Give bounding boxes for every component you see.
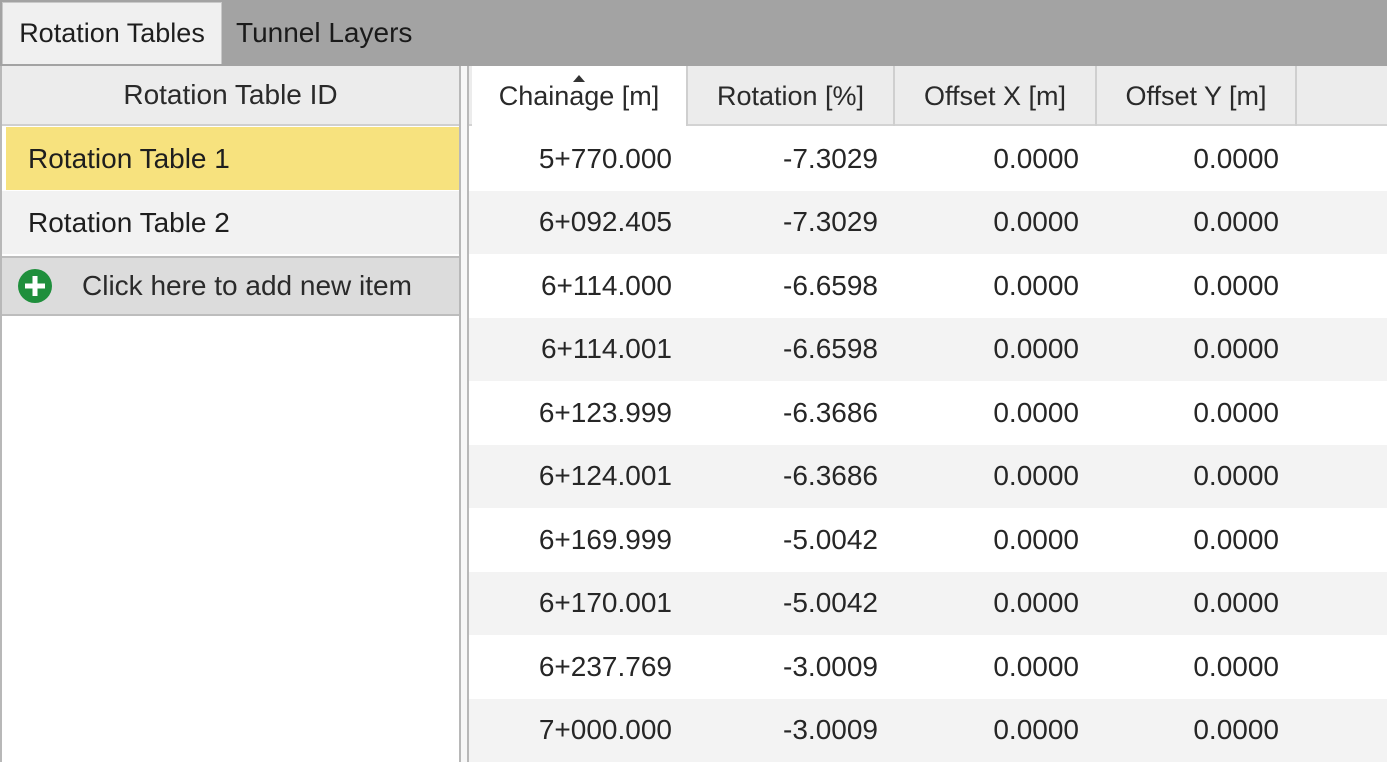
cell-chainage[interactable]: 6+123.999 [538, 396, 672, 428]
column-header-offset-x[interactable]: Offset X [m] [895, 66, 1097, 126]
cell-rotation[interactable]: -6.3686 [783, 460, 878, 492]
cell-offset-y[interactable]: 0.0000 [1193, 714, 1279, 746]
cell-offset-y[interactable]: 0.0000 [1193, 460, 1279, 492]
rotation-table-list: Rotation Table ID Rotation Table 1 Rotat… [0, 66, 461, 762]
cell-rotation[interactable]: -6.6598 [783, 333, 878, 365]
cell-offset-x[interactable]: 0.0000 [993, 333, 1079, 365]
cell-offset-y[interactable]: 0.0000 [1193, 523, 1279, 555]
cell-rotation[interactable]: -3.0009 [783, 714, 878, 746]
cell-rotation[interactable]: -6.3686 [783, 396, 878, 428]
cell-rotation[interactable]: -3.0009 [783, 650, 878, 682]
table-row[interactable]: 5+770.000 -7.3029 0.0000 0.0000 [469, 127, 1387, 191]
cell-chainage[interactable]: 6+169.999 [538, 523, 672, 555]
tab-tunnel-layers[interactable]: Tunnel Layers [236, 17, 413, 48]
cell-offset-y[interactable]: 0.0000 [1193, 206, 1279, 238]
cell-rotation[interactable]: -6.6598 [783, 269, 878, 301]
column-header-label: Chainage [m] [498, 80, 660, 111]
cell-offset-y[interactable]: 0.0000 [1193, 650, 1279, 682]
rotation-data-grid: Chainage [m] Rotation [%] Offset X [m] O… [469, 66, 1387, 762]
cell-offset-x[interactable]: 0.0000 [993, 523, 1079, 555]
table-row[interactable]: 6+237.769 -3.0009 0.0000 0.0000 [469, 635, 1387, 699]
plus-circle-icon [18, 269, 52, 303]
cell-chainage[interactable]: 6+114.000 [540, 269, 672, 301]
add-new-item-label: Click here to add new item [82, 270, 412, 301]
cell-offset-x[interactable]: 0.0000 [993, 587, 1079, 619]
cell-chainage[interactable]: 5+770.000 [538, 142, 672, 174]
cell-chainage[interactable]: 6+114.001 [540, 333, 672, 365]
table-row[interactable]: 6+123.999 -6.3686 0.0000 0.0000 [469, 381, 1387, 445]
cell-offset-x[interactable]: 0.0000 [993, 206, 1079, 238]
table-row[interactable]: 6+114.001 -6.6598 0.0000 0.0000 [469, 317, 1387, 381]
cell-offset-y[interactable]: 0.0000 [1193, 587, 1279, 619]
cell-offset-x[interactable]: 0.0000 [993, 269, 1079, 301]
column-header-offset-y[interactable]: Offset Y [m] [1097, 66, 1297, 126]
cell-offset-y[interactable]: 0.0000 [1193, 269, 1279, 301]
cell-offset-x[interactable]: 0.0000 [993, 714, 1079, 746]
table-row[interactable]: 6+114.000 -6.6598 0.0000 0.0000 [469, 254, 1387, 318]
cell-offset-x[interactable]: 0.0000 [993, 142, 1079, 174]
cell-chainage[interactable]: 7+000.000 [538, 714, 672, 746]
column-header-rotation-table-id[interactable]: Rotation Table ID [2, 66, 459, 126]
list-item-label: Rotation Table 1 [28, 142, 230, 174]
table-row[interactable]: 6+092.405 -7.3029 0.0000 0.0000 [469, 190, 1387, 254]
panel-splitter[interactable] [461, 66, 469, 762]
cell-rotation[interactable]: -7.3029 [783, 206, 878, 238]
cell-offset-x[interactable]: 0.0000 [993, 396, 1079, 428]
list-item-label: Rotation Table 2 [28, 206, 230, 238]
column-header-label: Rotation [%] [716, 80, 865, 111]
cell-offset-y[interactable]: 0.0000 [1193, 396, 1279, 428]
cell-rotation[interactable]: -7.3029 [783, 142, 878, 174]
table-row[interactable]: 7+000.000 -3.0009 0.0000 0.0000 [469, 698, 1387, 762]
cell-chainage[interactable]: 6+170.001 [538, 587, 672, 619]
column-header-label: Offset X [m] [923, 80, 1067, 111]
cell-offset-y[interactable]: 0.0000 [1193, 142, 1279, 174]
cell-chainage[interactable]: 6+237.769 [538, 650, 672, 682]
list-item-rotation-table-1[interactable]: Rotation Table 1 [6, 127, 459, 190]
column-header-rotation[interactable]: Rotation [%] [688, 66, 895, 126]
cell-offset-y[interactable]: 0.0000 [1193, 333, 1279, 365]
column-header-label: Offset Y [m] [1125, 80, 1267, 111]
sort-ascending-icon [573, 75, 585, 82]
cell-offset-x[interactable]: 0.0000 [993, 650, 1079, 682]
column-header-chainage[interactable]: Chainage [m] [472, 66, 688, 126]
cell-chainage[interactable]: 6+092.405 [538, 206, 672, 238]
table-row[interactable]: 6+169.999 -5.0042 0.0000 0.0000 [469, 508, 1387, 572]
cell-offset-x[interactable]: 0.0000 [993, 460, 1079, 492]
cell-rotation[interactable]: -5.0042 [783, 587, 878, 619]
cell-rotation[interactable]: -5.0042 [783, 523, 878, 555]
tab-rotation-tables[interactable]: Rotation Tables [2, 2, 222, 64]
tab-bar: Rotation Tables Tunnel Layers [0, 0, 1387, 66]
cell-chainage[interactable]: 6+124.001 [538, 460, 672, 492]
grid-header: Chainage [m] Rotation [%] Offset X [m] O… [469, 66, 1387, 126]
add-new-item-button[interactable]: Click here to add new item [2, 256, 459, 316]
list-item-rotation-table-2[interactable]: Rotation Table 2 [2, 191, 459, 254]
table-row[interactable]: 6+124.001 -6.3686 0.0000 0.0000 [469, 444, 1387, 508]
table-row[interactable]: 6+170.001 -5.0042 0.0000 0.0000 [469, 571, 1387, 635]
